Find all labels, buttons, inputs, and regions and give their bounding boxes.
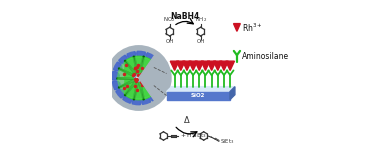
Ellipse shape	[110, 81, 120, 90]
Text: SiO2: SiO2	[191, 93, 206, 98]
Wedge shape	[118, 70, 139, 78]
Polygon shape	[167, 87, 235, 92]
Polygon shape	[234, 24, 240, 31]
Wedge shape	[120, 78, 139, 94]
Text: NO$_2$: NO$_2$	[163, 15, 176, 24]
Ellipse shape	[150, 92, 159, 102]
Polygon shape	[201, 61, 210, 70]
Wedge shape	[139, 62, 157, 78]
Ellipse shape	[115, 89, 124, 98]
Wedge shape	[118, 78, 139, 86]
Ellipse shape	[142, 97, 150, 107]
Ellipse shape	[109, 71, 119, 80]
Wedge shape	[139, 78, 160, 86]
Ellipse shape	[135, 75, 143, 81]
Text: NaBH4: NaBH4	[170, 12, 200, 21]
Polygon shape	[195, 61, 204, 70]
Wedge shape	[139, 70, 160, 78]
Ellipse shape	[137, 48, 145, 58]
Ellipse shape	[127, 49, 136, 59]
Ellipse shape	[123, 95, 132, 105]
Text: Rh$^{3+}$: Rh$^{3+}$	[242, 21, 263, 34]
Ellipse shape	[158, 76, 168, 85]
Polygon shape	[189, 61, 197, 70]
Text: + HSiEt$_3$: + HSiEt$_3$	[180, 131, 207, 140]
Wedge shape	[139, 53, 169, 103]
Wedge shape	[135, 78, 143, 99]
Text: NH$_2$: NH$_2$	[195, 15, 207, 24]
Polygon shape	[177, 61, 185, 70]
Text: OH: OH	[166, 39, 174, 44]
Text: Aminosilane: Aminosilane	[242, 52, 290, 61]
Ellipse shape	[156, 85, 166, 94]
Ellipse shape	[132, 98, 141, 108]
Polygon shape	[226, 61, 234, 70]
Text: OH: OH	[197, 39, 205, 44]
Wedge shape	[126, 58, 139, 78]
Polygon shape	[207, 61, 216, 70]
Text: Δ: Δ	[184, 116, 189, 125]
Ellipse shape	[157, 66, 167, 75]
Ellipse shape	[146, 51, 155, 61]
Polygon shape	[125, 56, 160, 100]
Ellipse shape	[153, 58, 163, 67]
Ellipse shape	[118, 54, 127, 64]
Wedge shape	[139, 78, 157, 94]
Wedge shape	[139, 78, 151, 98]
Circle shape	[108, 48, 169, 108]
Circle shape	[137, 76, 141, 80]
Wedge shape	[135, 57, 143, 78]
Polygon shape	[230, 87, 235, 100]
Polygon shape	[220, 61, 228, 70]
Polygon shape	[167, 92, 230, 100]
Polygon shape	[214, 61, 222, 70]
Wedge shape	[120, 62, 139, 78]
Polygon shape	[170, 61, 179, 70]
Text: SiEt$_3$: SiEt$_3$	[220, 137, 234, 146]
Polygon shape	[183, 61, 191, 70]
Ellipse shape	[112, 62, 122, 71]
Wedge shape	[139, 58, 151, 78]
Wedge shape	[126, 78, 139, 98]
